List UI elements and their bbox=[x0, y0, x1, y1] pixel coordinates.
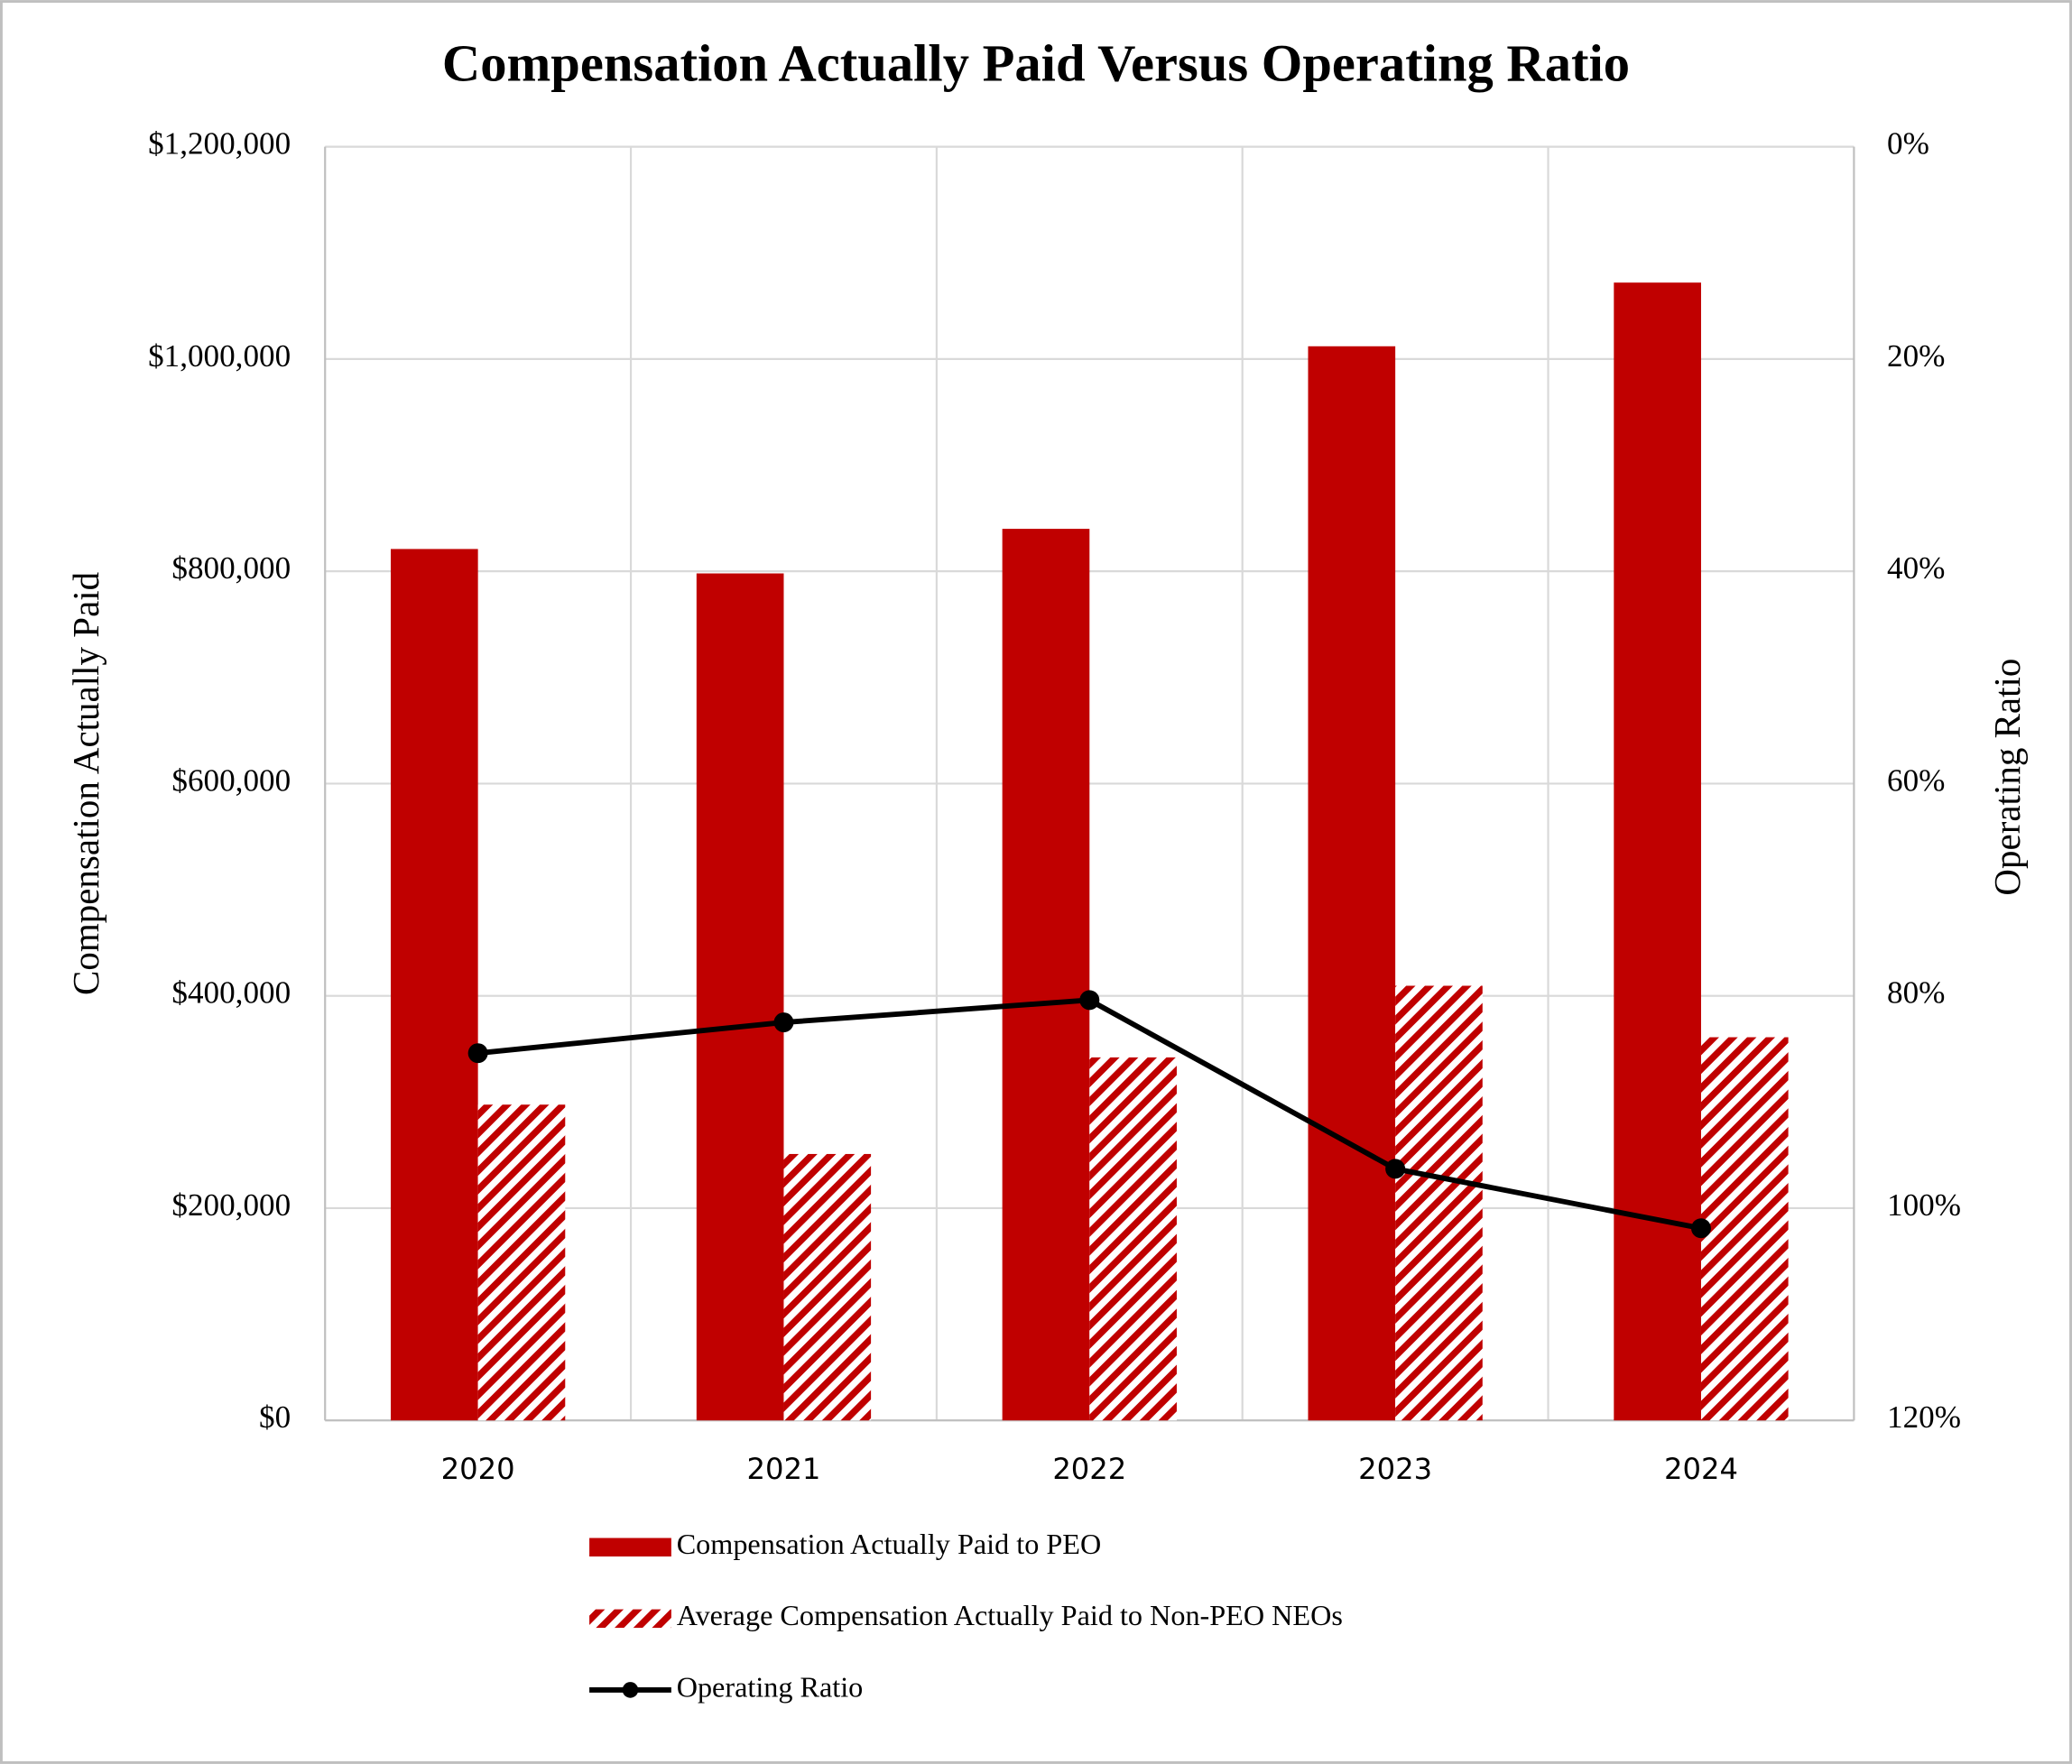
x-tick-label: 2021 bbox=[746, 1452, 820, 1486]
line-point bbox=[1079, 990, 1100, 1011]
legend-swatch bbox=[589, 1538, 671, 1557]
y-tick-label: $1,000,000 bbox=[148, 338, 291, 374]
bar bbox=[1002, 529, 1090, 1421]
line-point bbox=[1690, 1218, 1711, 1239]
legend-label: Operating Ratio bbox=[677, 1670, 864, 1703]
y-tick-label: $400,000 bbox=[171, 975, 291, 1011]
bar bbox=[390, 549, 478, 1421]
x-tick-label: 2022 bbox=[1052, 1452, 1126, 1486]
legend-label: Average Compensation Actually Paid to No… bbox=[677, 1599, 1343, 1631]
y-tick-label: $1,200,000 bbox=[148, 126, 291, 162]
y-tick-label: $200,000 bbox=[171, 1187, 291, 1223]
y2-tick-label: 60% bbox=[1887, 762, 1945, 798]
y2-tick-label: 40% bbox=[1887, 550, 1945, 586]
x-tick-label: 2024 bbox=[1664, 1452, 1738, 1486]
bar bbox=[1395, 985, 1483, 1421]
x-tick-label: 2020 bbox=[441, 1452, 515, 1486]
y2-tick-label: 0% bbox=[1887, 126, 1929, 162]
line-point bbox=[1385, 1159, 1406, 1179]
legend-label: Compensation Actually Paid to PEO bbox=[677, 1528, 1102, 1560]
bar bbox=[696, 573, 784, 1421]
bar bbox=[1614, 282, 1701, 1421]
y-tick-label: $600,000 bbox=[171, 762, 291, 798]
legend-swatch-point bbox=[622, 1682, 639, 1698]
line-point bbox=[467, 1043, 488, 1064]
y2-tick-label: 100% bbox=[1887, 1187, 1961, 1223]
line-point bbox=[773, 1012, 794, 1033]
x-tick-label: 2023 bbox=[1358, 1452, 1432, 1486]
y2-axis-label: Operating Ratio bbox=[1986, 659, 2028, 896]
bar bbox=[1308, 346, 1396, 1421]
y2-tick-label: 20% bbox=[1887, 338, 1945, 374]
bar bbox=[1089, 1057, 1177, 1421]
bar bbox=[1700, 1037, 1789, 1421]
chart-title: Compensation Actually Paid Versus Operat… bbox=[442, 34, 1630, 93]
y2-tick-label: 80% bbox=[1887, 975, 1945, 1011]
legend-swatch bbox=[589, 1609, 671, 1629]
y2-tick-label: 120% bbox=[1887, 1399, 1961, 1435]
bar bbox=[477, 1104, 566, 1421]
bar bbox=[783, 1153, 872, 1421]
y-tick-label: $0 bbox=[259, 1399, 291, 1435]
y-axis-label: Compensation Actually Paid bbox=[65, 572, 106, 995]
y-tick-label: $800,000 bbox=[171, 550, 291, 586]
